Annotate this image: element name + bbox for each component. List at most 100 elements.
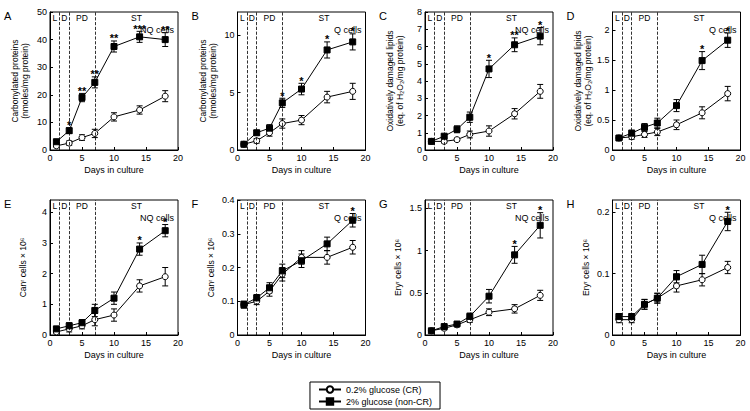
svg-text:A: A bbox=[4, 10, 12, 22]
svg-text:0: 0 bbox=[417, 145, 422, 155]
svg-text:Days in culture: Days in culture bbox=[459, 165, 519, 175]
svg-text:D: D bbox=[567, 10, 575, 22]
svg-text:1: 1 bbox=[417, 128, 422, 138]
svg-text:D: D bbox=[249, 201, 255, 211]
svg-text:Carbonylated proteins: Carbonylated proteins bbox=[198, 39, 208, 122]
svg-text:D: D bbox=[436, 13, 442, 23]
svg-text:L: L bbox=[52, 201, 57, 211]
svg-text:**: ** bbox=[110, 32, 119, 44]
svg-text:L: L bbox=[615, 201, 620, 211]
svg-text:D: D bbox=[249, 13, 255, 23]
svg-text:15: 15 bbox=[516, 338, 526, 348]
svg-text:ST: ST bbox=[318, 201, 329, 211]
svg-text:5: 5 bbox=[79, 338, 84, 348]
svg-text:40: 40 bbox=[37, 35, 47, 45]
svg-text:Days in culture: Days in culture bbox=[84, 165, 144, 175]
svg-text:0: 0 bbox=[229, 330, 234, 340]
svg-text:0: 0 bbox=[47, 153, 52, 163]
svg-text:G: G bbox=[379, 198, 388, 210]
svg-text:10: 10 bbox=[37, 117, 47, 127]
svg-text:2: 2 bbox=[604, 25, 609, 35]
svg-text:0: 0 bbox=[604, 330, 609, 340]
svg-text:3: 3 bbox=[42, 238, 47, 248]
svg-text:10: 10 bbox=[484, 153, 494, 163]
svg-text:0: 0 bbox=[604, 145, 609, 155]
svg-text:ST: ST bbox=[318, 13, 329, 23]
svg-text:0: 0 bbox=[422, 338, 427, 348]
svg-text:10: 10 bbox=[296, 338, 306, 348]
svg-text:20: 20 bbox=[735, 153, 745, 163]
svg-text:0.3: 0.3 bbox=[222, 229, 235, 239]
svg-text:2% glucose (non-CR): 2% glucose (non-CR) bbox=[346, 397, 432, 407]
svg-text:*: * bbox=[700, 43, 705, 55]
svg-text:15: 15 bbox=[703, 153, 713, 163]
svg-text:5: 5 bbox=[79, 153, 84, 163]
svg-text:10: 10 bbox=[224, 30, 234, 40]
svg-text:PD: PD bbox=[639, 201, 651, 211]
svg-text:PD: PD bbox=[76, 201, 88, 211]
svg-text:E: E bbox=[4, 198, 11, 210]
svg-text:PD: PD bbox=[451, 201, 463, 211]
svg-text:Days in culture: Days in culture bbox=[84, 350, 144, 360]
svg-text:Q cells: Q cells bbox=[334, 213, 362, 223]
svg-text:5: 5 bbox=[267, 153, 272, 163]
svg-text:Eryʳ cells × 10⁶: Eryʳ cells × 10⁶ bbox=[581, 239, 591, 296]
svg-text:5: 5 bbox=[642, 338, 647, 348]
svg-text:Days in culture: Days in culture bbox=[459, 350, 519, 360]
svg-text:L: L bbox=[427, 13, 432, 23]
svg-text:7: 7 bbox=[417, 24, 422, 34]
svg-text:2: 2 bbox=[42, 269, 47, 279]
svg-text:4: 4 bbox=[42, 207, 47, 217]
svg-text:NQ cells: NQ cells bbox=[515, 25, 550, 35]
svg-text:*: * bbox=[487, 52, 492, 64]
svg-text:ST: ST bbox=[693, 201, 704, 211]
svg-text:D: D bbox=[61, 201, 67, 211]
svg-text:5: 5 bbox=[229, 88, 234, 98]
svg-text:***: *** bbox=[133, 23, 147, 35]
svg-text:20: 20 bbox=[173, 153, 183, 163]
svg-text:10: 10 bbox=[109, 338, 119, 348]
svg-text:5: 5 bbox=[454, 153, 459, 163]
svg-text:3: 3 bbox=[417, 93, 422, 103]
svg-text:*: * bbox=[351, 25, 356, 37]
svg-text:D: D bbox=[61, 13, 67, 23]
svg-text:Q cells: Q cells bbox=[709, 25, 737, 35]
svg-text:0.5: 0.5 bbox=[409, 288, 422, 298]
svg-text:0: 0 bbox=[235, 338, 240, 348]
svg-text:1: 1 bbox=[42, 299, 47, 309]
svg-text:ST: ST bbox=[506, 201, 517, 211]
svg-text:0: 0 bbox=[229, 145, 234, 155]
svg-text:D: D bbox=[624, 13, 630, 23]
svg-text:5: 5 bbox=[642, 153, 647, 163]
svg-text:(nmoles/mg protein): (nmoles/mg protein) bbox=[208, 43, 218, 119]
svg-text:1.5: 1.5 bbox=[597, 55, 610, 65]
svg-text:20: 20 bbox=[735, 338, 745, 348]
svg-text:0: 0 bbox=[42, 330, 47, 340]
svg-text:F: F bbox=[192, 198, 199, 210]
svg-text:Carbonylated proteins: Carbonylated proteins bbox=[10, 39, 20, 122]
svg-text:*: * bbox=[163, 216, 168, 228]
svg-text:*: * bbox=[538, 19, 543, 31]
svg-text:0.1: 0.1 bbox=[222, 296, 235, 306]
svg-text:C: C bbox=[379, 10, 387, 22]
svg-text:(eq. of H₂O₂/mg protein): (eq. of H₂O₂/mg protein) bbox=[395, 35, 405, 126]
svg-text:0.4: 0.4 bbox=[222, 195, 235, 205]
svg-text:*: * bbox=[512, 238, 517, 250]
svg-text:1.5: 1.5 bbox=[409, 203, 422, 213]
svg-text:0.2: 0.2 bbox=[222, 263, 235, 273]
svg-text:L: L bbox=[427, 201, 432, 211]
svg-text:8: 8 bbox=[417, 7, 422, 17]
svg-text:0: 0 bbox=[42, 145, 47, 155]
svg-text:*: * bbox=[137, 234, 142, 246]
svg-text:0: 0 bbox=[235, 153, 240, 163]
svg-text:Q cells: Q cells bbox=[334, 25, 362, 35]
svg-text:PD: PD bbox=[639, 13, 651, 23]
svg-text:0: 0 bbox=[422, 153, 427, 163]
svg-text:10: 10 bbox=[671, 338, 681, 348]
svg-text:15: 15 bbox=[516, 153, 526, 163]
svg-text:(nmoles/mg protein): (nmoles/mg protein) bbox=[20, 43, 30, 119]
svg-text:10: 10 bbox=[484, 338, 494, 348]
svg-text:20: 20 bbox=[548, 153, 558, 163]
svg-text:15: 15 bbox=[703, 338, 713, 348]
svg-text:NQ cells: NQ cells bbox=[140, 213, 175, 223]
